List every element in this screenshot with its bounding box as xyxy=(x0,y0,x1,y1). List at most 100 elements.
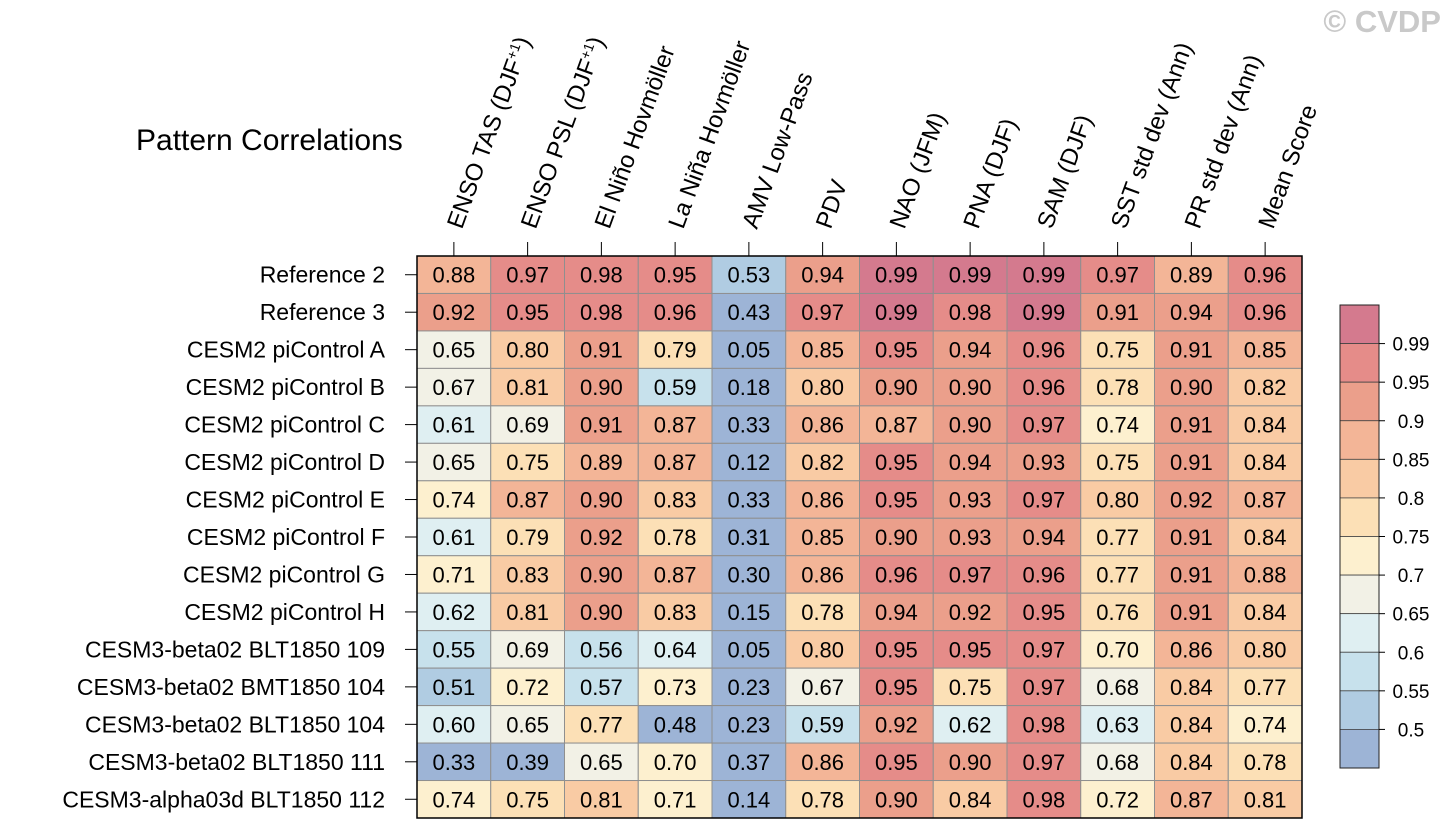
cell-value-label: 0.83 xyxy=(654,488,697,513)
cell-value-label: 0.74 xyxy=(432,787,475,812)
cell-value-label: 0.89 xyxy=(580,450,623,475)
cell-value-label: 0.75 xyxy=(506,450,549,475)
colorbar-label: 0.75 xyxy=(1393,528,1430,549)
cell-value-label: 0.78 xyxy=(1244,750,1287,775)
heatmap-cell xyxy=(416,705,492,744)
cell-value-label: 0.23 xyxy=(727,712,770,737)
cell-value-label: 0.62 xyxy=(432,600,475,625)
heatmap-cell xyxy=(859,780,934,819)
column-label: AMV Low-Pass xyxy=(737,69,818,232)
row-label: CESM2 piControl E xyxy=(186,487,385,513)
cell-value-label: 0.64 xyxy=(654,637,697,662)
cell-value-label: 0.80 xyxy=(1244,637,1287,662)
cell-value-label: 0.63 xyxy=(1096,712,1139,737)
cell-value-label: 0.78 xyxy=(1096,375,1139,400)
cell-value-label: 0.86 xyxy=(801,413,844,438)
cell-value-label: 0.98 xyxy=(580,300,623,325)
cell-value-label: 0.53 xyxy=(727,263,770,288)
heatmap-cell xyxy=(490,367,565,407)
cell-value-label: 0.86 xyxy=(801,488,844,513)
heatmap-cell xyxy=(1006,705,1082,744)
colorbar-segment xyxy=(1339,304,1380,344)
cell-value-label: 0.92 xyxy=(875,712,918,737)
cell-value-label: 0.84 xyxy=(1244,450,1287,475)
heatmap-cell xyxy=(711,705,787,744)
heatmap-cell xyxy=(490,405,565,444)
column-label: Mean Score xyxy=(1253,101,1323,232)
cell-value-label: 0.90 xyxy=(949,750,992,775)
cell-value-label: 0.90 xyxy=(580,488,623,513)
heatmap-cell xyxy=(932,442,1008,482)
cell-value-label: 0.75 xyxy=(506,787,549,812)
cell-value-label: 0.83 xyxy=(506,562,549,587)
cell-value-label: 0.71 xyxy=(432,562,475,587)
cell-value-label: 0.92 xyxy=(949,600,992,625)
cell-value-label: 0.90 xyxy=(949,413,992,438)
cell-value-label: 0.91 xyxy=(1096,300,1139,325)
cell-value-label: 0.74 xyxy=(432,488,475,513)
heatmap-cell xyxy=(785,405,860,444)
heatmap-cell xyxy=(1006,517,1082,557)
cell-value-label: 0.74 xyxy=(1096,413,1139,438)
cell-value-label: 0.84 xyxy=(1244,525,1287,550)
cell-value-label: 0.48 xyxy=(654,712,697,737)
cell-value-label: 0.56 xyxy=(580,637,623,662)
cell-value-label: 0.79 xyxy=(506,525,549,550)
cell-value-label: 0.91 xyxy=(1170,338,1213,363)
cell-value-label: 0.65 xyxy=(432,338,475,363)
cell-value-label: 0.76 xyxy=(1096,600,1139,625)
row-label: CESM3-beta02 BLT1850 104 xyxy=(85,711,385,737)
heatmap-cell xyxy=(564,405,639,444)
colorbar-segment xyxy=(1339,420,1380,460)
heatmap-cell xyxy=(416,292,492,332)
cell-value-label: 0.71 xyxy=(654,787,697,812)
cell-value-label: 0.96 xyxy=(654,300,697,325)
heatmap-cell xyxy=(564,780,639,819)
heatmap-cell xyxy=(490,330,565,369)
colorbar-segment xyxy=(1339,729,1380,769)
cell-value-label: 0.97 xyxy=(1022,413,1065,438)
heatmap-cell xyxy=(637,330,713,369)
heatmap-cell xyxy=(1154,592,1229,632)
heatmap-cell xyxy=(859,405,934,444)
cell-value-label: 0.70 xyxy=(654,750,697,775)
heatmap-cell xyxy=(711,292,787,332)
cell-value-label: 0.77 xyxy=(580,712,623,737)
heatmap-cell xyxy=(1227,517,1303,557)
cell-value-label: 0.84 xyxy=(1170,750,1213,775)
cell-value-label: 0.79 xyxy=(654,338,697,363)
cell-value-label: 0.18 xyxy=(727,375,770,400)
heatmap-cell xyxy=(785,330,860,369)
heatmap-cell xyxy=(564,480,639,519)
cell-value-label: 0.30 xyxy=(727,562,770,587)
colorbar-segment xyxy=(1339,651,1380,692)
row-label: CESM2 piControl A xyxy=(187,337,386,363)
heatmap-cell xyxy=(1227,630,1303,669)
heatmap-cell xyxy=(416,742,492,782)
heatmap-cell xyxy=(1080,780,1155,819)
cell-value-label: 0.91 xyxy=(1170,600,1213,625)
heatmap-cell xyxy=(711,667,787,707)
row-label: CESM3-beta02 BMT1850 104 xyxy=(77,674,385,700)
heatmap-cell xyxy=(1154,255,1229,294)
cell-value-label: 0.77 xyxy=(1096,525,1139,550)
heatmap-cell xyxy=(1006,780,1082,819)
cell-value-label: 0.43 xyxy=(727,300,770,325)
row-label: CESM3-alpha03d BLT1850 112 xyxy=(62,786,385,812)
cell-value-label: 0.73 xyxy=(654,675,697,700)
cell-value-label: 0.92 xyxy=(1170,488,1213,513)
cell-value-label: 0.81 xyxy=(506,375,549,400)
heatmap-cell xyxy=(785,442,860,482)
cell-value-label: 0.74 xyxy=(1244,712,1287,737)
cell-value-label: 0.77 xyxy=(1244,675,1287,700)
chart-title: Pattern Correlations xyxy=(136,124,403,157)
cell-value-label: 0.97 xyxy=(1022,750,1065,775)
cell-value-label: 0.91 xyxy=(1170,450,1213,475)
cell-value-label: 0.37 xyxy=(727,750,770,775)
cell-value-label: 0.93 xyxy=(1022,450,1065,475)
heatmap-cell xyxy=(711,742,787,782)
cell-value-label: 0.85 xyxy=(801,525,844,550)
cell-value-label: 0.61 xyxy=(432,413,475,438)
cell-value-label: 0.94 xyxy=(875,600,918,625)
